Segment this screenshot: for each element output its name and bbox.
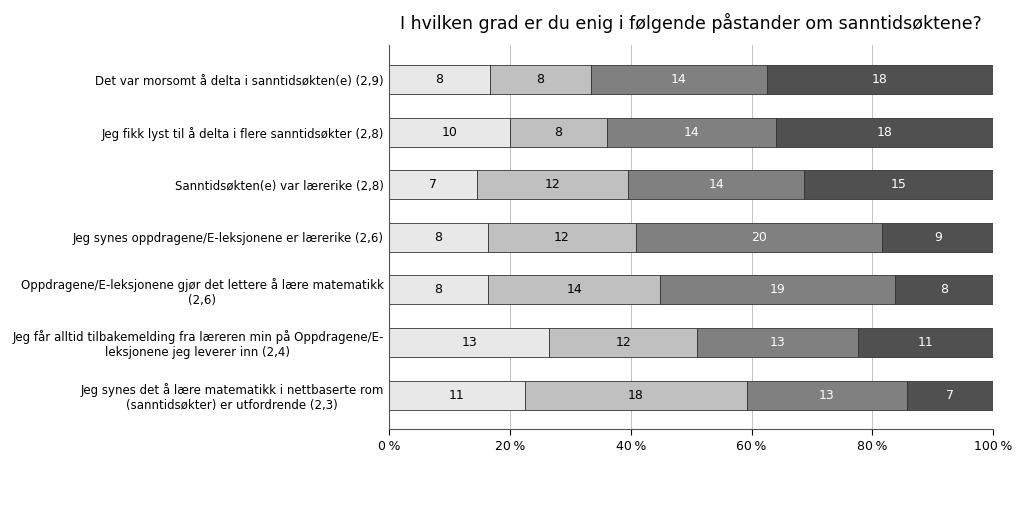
Text: 13: 13 [819, 388, 835, 401]
Bar [660, 275, 895, 305]
Bar [767, 65, 993, 94]
Bar [895, 275, 993, 305]
Bar [883, 223, 993, 252]
Text: 18: 18 [877, 126, 893, 139]
Bar [389, 381, 524, 410]
Text: 13: 13 [462, 336, 477, 349]
Bar [606, 118, 776, 146]
Text: 15: 15 [891, 178, 907, 191]
Text: 12: 12 [545, 178, 560, 191]
Text: 8: 8 [940, 283, 948, 296]
Text: 8: 8 [537, 73, 544, 86]
Bar [489, 65, 591, 94]
Bar [487, 275, 660, 305]
Text: 14: 14 [566, 283, 582, 296]
Text: 14: 14 [709, 178, 724, 191]
Bar [776, 118, 993, 146]
Bar [629, 170, 805, 199]
Text: 13: 13 [770, 336, 785, 349]
Text: 18: 18 [872, 73, 888, 86]
Bar [697, 328, 858, 357]
Text: 7: 7 [429, 178, 437, 191]
Bar [510, 118, 606, 146]
Text: 7: 7 [946, 388, 954, 401]
Bar [477, 170, 629, 199]
Text: 14: 14 [683, 126, 699, 139]
Text: 9: 9 [934, 231, 942, 244]
Bar [389, 170, 477, 199]
Text: 20: 20 [751, 231, 767, 244]
Bar [389, 275, 487, 305]
Text: 12: 12 [615, 336, 631, 349]
Bar [591, 65, 767, 94]
Text: 10: 10 [441, 126, 458, 139]
Text: 8: 8 [434, 283, 442, 296]
Bar [907, 381, 993, 410]
Text: 14: 14 [671, 73, 686, 86]
Text: 11: 11 [918, 336, 933, 349]
Text: 19: 19 [770, 283, 785, 296]
Text: 18: 18 [628, 388, 644, 401]
Bar [389, 223, 487, 252]
Bar [746, 381, 907, 410]
Text: 11: 11 [450, 388, 465, 401]
Bar [389, 65, 489, 94]
Title: I hvilken grad er du enig i følgende påstander om sanntidsøktene?: I hvilken grad er du enig i følgende pås… [400, 13, 982, 33]
Bar [636, 223, 883, 252]
Bar [858, 328, 993, 357]
Text: 8: 8 [435, 73, 443, 86]
Bar [487, 223, 636, 252]
Text: 8: 8 [554, 126, 562, 139]
Bar [805, 170, 993, 199]
Bar [550, 328, 697, 357]
Bar [389, 118, 510, 146]
Text: 12: 12 [554, 231, 569, 244]
Bar [524, 381, 746, 410]
Text: 8: 8 [434, 231, 442, 244]
Bar [389, 328, 550, 357]
